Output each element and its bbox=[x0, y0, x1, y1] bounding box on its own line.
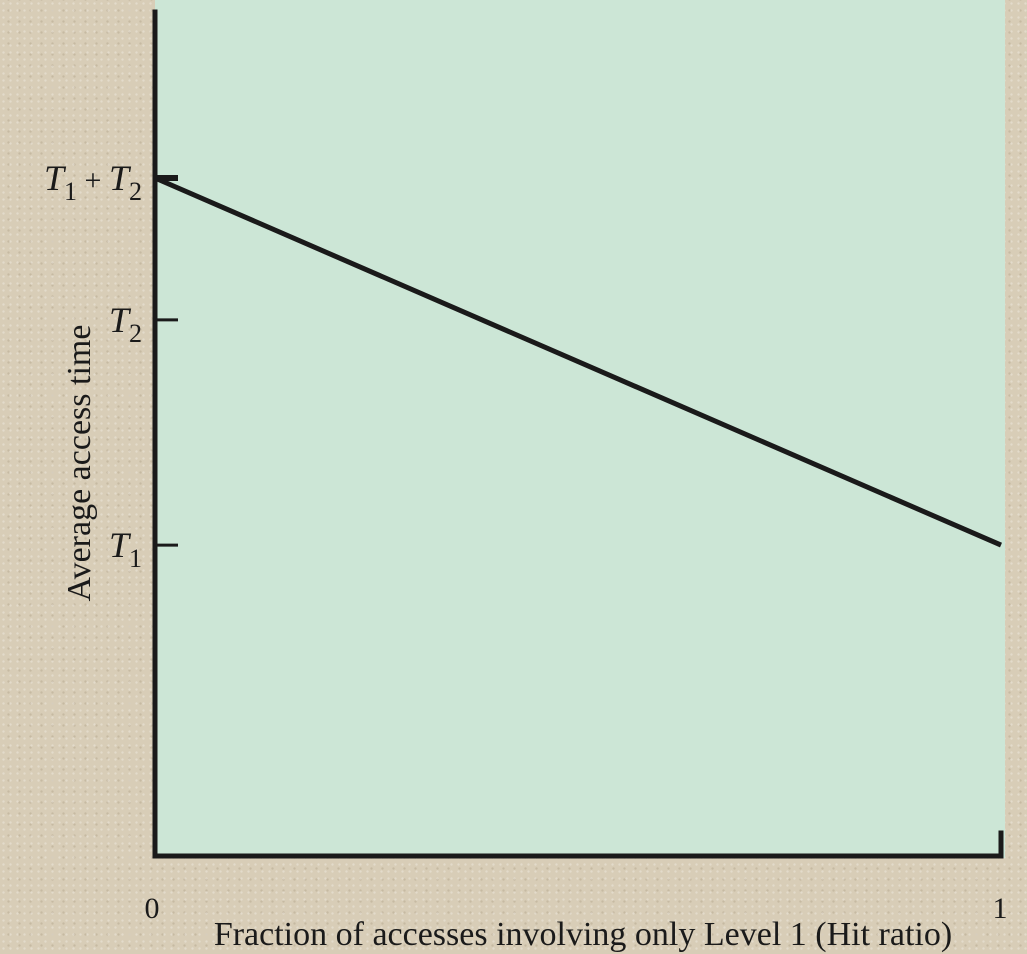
x-axis-title: Fraction of accesses involving only Leve… bbox=[214, 916, 952, 953]
x-tick-label-0: 0 bbox=[145, 892, 160, 925]
y-axis-title: Average access time bbox=[61, 325, 98, 602]
x-tick-label-1: 1 bbox=[993, 892, 1008, 925]
plot-area bbox=[155, 0, 1005, 858]
y-ticks: T1 T2 T1 + T2 bbox=[44, 158, 178, 573]
chart-marks bbox=[154, 175, 1002, 548]
y-tick-label-2: T1 + T2 bbox=[44, 158, 142, 206]
y-tick-label-0: T1 bbox=[109, 525, 142, 573]
series-line-0 bbox=[154, 175, 1002, 548]
y-tick-label-1: T2 bbox=[109, 300, 142, 348]
